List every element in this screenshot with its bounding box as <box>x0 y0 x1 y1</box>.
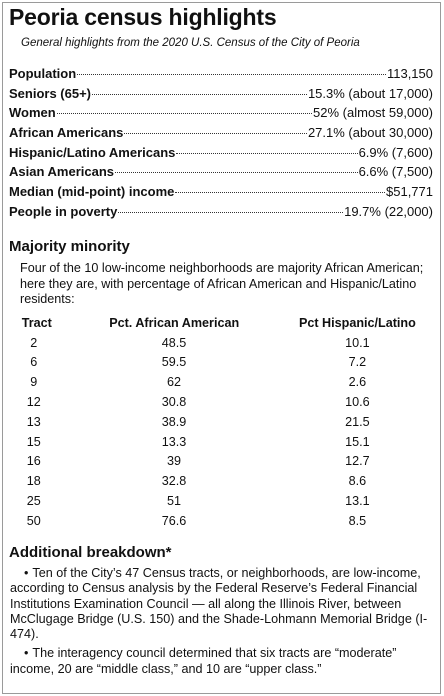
stat-row: Population 113,150 <box>9 66 433 86</box>
tract-cell: 15 <box>26 434 41 449</box>
tract-cell: 13 <box>26 414 41 429</box>
list-item: • Ten of the City’s 47 Census tracts, or … <box>10 566 436 642</box>
majority-minority-intro: Four of the 10 low-income neighborhoods … <box>20 261 424 306</box>
column-header-african-american: Pct. African American <box>109 315 240 330</box>
dot-leader <box>56 113 313 115</box>
african-american-cell: 13.3 <box>161 434 187 449</box>
stat-row: Seniors (65+) 15.3% (about 17,000) <box>9 86 433 106</box>
bullet-icon: • <box>24 566 29 580</box>
bullet-text: Ten of the City’s 47 Census tracts, or n… <box>10 566 428 642</box>
stat-row: People in poverty 19.7% (22,000) <box>9 204 433 224</box>
hispanic-latino-cell: 2.6 <box>348 375 367 390</box>
stat-label: Median (mid-point) income <box>9 184 175 200</box>
african-american-cell: 59.5 <box>161 355 187 370</box>
column-header-hispanic-latino: Pct Hispanic/Latino <box>298 315 416 330</box>
hispanic-latino-cell: 12.7 <box>345 454 370 469</box>
table-row: 2 48.5 10.1 <box>0 333 444 353</box>
stat-value: 52% (almost 59,000) <box>313 105 433 121</box>
african-american-cell: 32.8 <box>161 474 187 489</box>
african-american-cell: 51 <box>167 494 182 509</box>
african-american-cell: 39 <box>167 454 182 469</box>
african-american-cell: 76.6 <box>161 513 187 528</box>
tract-cell: 50 <box>26 513 41 528</box>
stat-value: 113,150 <box>386 66 433 81</box>
bullet-text: The interagency council determined that … <box>10 646 397 676</box>
tract-cell: 2 <box>30 335 38 350</box>
additional-breakdown-heading: Additional breakdown* <box>9 544 172 561</box>
tract-cell: 9 <box>30 375 38 390</box>
stat-row: Hispanic/Latino Americans 6.9% (7,600) <box>9 145 433 165</box>
stat-row: African Americans 27.1% (about 30,000) <box>9 125 433 145</box>
majority-minority-heading: Majority minority <box>9 238 130 255</box>
dot-leader <box>92 93 307 95</box>
dot-leader <box>77 74 386 75</box>
tract-cell: 6 <box>30 355 38 370</box>
bullet-icon: • <box>24 646 29 661</box>
hispanic-latino-cell: 8.6 <box>348 474 367 489</box>
african-american-cell: 38.9 <box>161 414 187 429</box>
dot-leader <box>175 192 385 194</box>
stat-value: 6.9% (7,600) <box>358 144 433 160</box>
stat-value: $51,771 <box>386 184 433 200</box>
stat-label: Population <box>9 66 77 81</box>
stat-value: 15.3% (about 17,000) <box>307 85 433 101</box>
tract-cell: 16 <box>26 454 41 469</box>
stat-row: Women 52% (almost 59,000) <box>9 105 433 125</box>
dot-leader <box>118 211 344 213</box>
page-subtitle: General highlights from the 2020 U.S. Ce… <box>21 37 360 49</box>
african-american-cell: 30.8 <box>161 395 187 410</box>
page-title: Peoria census highlights <box>9 4 277 30</box>
column-header-tract: Tract <box>21 315 52 330</box>
table-row: 6 59.5 7.2 <box>0 353 444 373</box>
hispanic-latino-cell: 21.5 <box>345 414 370 429</box>
table-row: 50 76.6 8.5 <box>0 511 444 531</box>
stat-label: Women <box>9 105 56 121</box>
stat-row: Median (mid-point) income $51,771 <box>9 184 433 204</box>
breakdown-bullets: • Ten of the City’s 47 Census tracts, or … <box>10 566 436 681</box>
table-row: 15 13.3 15.1 <box>0 432 444 452</box>
stat-value: 19.7% (22,000) <box>344 203 433 219</box>
hispanic-latino-cell: 13.1 <box>345 494 370 509</box>
tract-cell: 18 <box>26 474 41 489</box>
table-row: 16 39 12.7 <box>0 452 444 472</box>
stat-label: Asian Americans <box>9 164 115 180</box>
table-row: 25 51 13.1 <box>0 491 444 511</box>
stat-label: People in poverty <box>9 203 118 219</box>
tract-cell: 25 <box>26 494 41 509</box>
tract-cell: 12 <box>26 395 41 410</box>
stat-label: Seniors (65+) <box>9 85 92 101</box>
table-row: 13 38.9 21.5 <box>0 412 444 432</box>
stat-label: African Americans <box>9 125 124 141</box>
hispanic-latino-cell: 10.1 <box>345 335 370 350</box>
tract-table: Tract Pct. African American Pct Hispanic… <box>0 313 444 531</box>
table-row: 9 62 2.6 <box>0 372 444 392</box>
hispanic-latino-cell: 7.2 <box>348 355 367 370</box>
stat-label: Hispanic/Latino Americans <box>9 144 176 160</box>
stats-list: Population 113,150 Seniors (65+) 15.3% (… <box>9 66 433 224</box>
stat-value: 27.1% (about 30,000) <box>307 125 433 141</box>
dot-leader <box>124 133 307 135</box>
african-american-cell: 62 <box>167 375 182 390</box>
dot-leader <box>115 172 358 174</box>
table-header: Tract Pct. African American Pct Hispanic… <box>0 313 444 333</box>
hispanic-latino-cell: 10.6 <box>345 395 370 410</box>
table-row: 18 32.8 8.6 <box>0 471 444 491</box>
stat-value: 6.6% (7,500) <box>358 164 433 180</box>
dot-leader <box>176 152 358 154</box>
table-row: 12 30.8 10.6 <box>0 392 444 412</box>
list-item: • The interagency council determined that… <box>10 646 436 677</box>
hispanic-latino-cell: 15.1 <box>345 434 370 449</box>
african-american-cell: 48.5 <box>161 335 187 350</box>
stat-row: Asian Americans 6.6% (7,500) <box>9 164 433 184</box>
hispanic-latino-cell: 8.5 <box>348 513 367 528</box>
